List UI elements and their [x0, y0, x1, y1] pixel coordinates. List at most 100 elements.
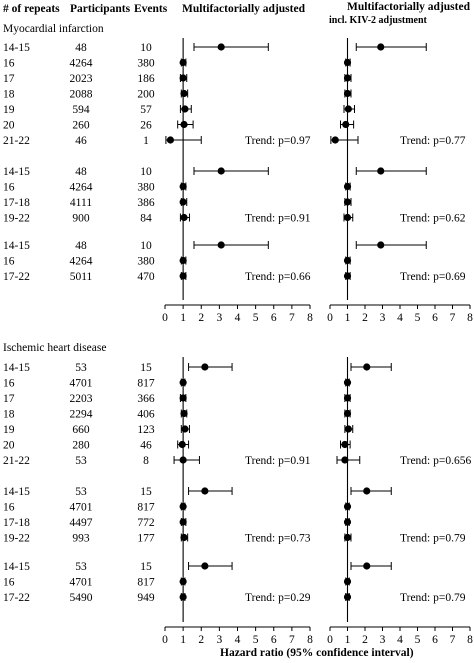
row-repeats: 14-15: [3, 362, 30, 374]
row-participants: 2023: [70, 73, 93, 85]
trend-label: Trend: p=0.73: [245, 533, 311, 545]
row-repeats: 17-18: [3, 517, 30, 529]
hazard-ratio-point: [217, 241, 225, 249]
hazard-ratio-point: [343, 198, 352, 206]
hazard-ratio-point: [180, 533, 188, 542]
row-events: 46: [140, 440, 152, 452]
hazard-ratio-point: [343, 256, 352, 265]
row-events: 10: [140, 42, 152, 54]
hazard-ratio-point: [179, 577, 187, 586]
row-repeats: 16: [3, 256, 15, 268]
header-panel1: Multifactorially adjusted: [182, 3, 306, 15]
x-tick-label: 7: [289, 634, 295, 646]
x-tick-label: 3: [380, 312, 386, 324]
row-participants: 4701: [70, 378, 93, 390]
trend-label: Trend: p=0.77: [400, 135, 466, 147]
row-repeats: 19-22: [3, 533, 30, 545]
row-repeats: 17: [3, 73, 15, 85]
row-repeats: 21-22: [3, 135, 30, 147]
x-tick-label: 6: [271, 634, 277, 646]
x-tick-label: 8: [307, 634, 313, 646]
header-events: Events: [134, 3, 168, 15]
x-tick-label: 8: [307, 312, 313, 324]
hazard-ratio-point: [180, 120, 188, 129]
x-tick-label: 0: [327, 634, 333, 646]
trend-label: Trend: p=0.97: [245, 135, 311, 147]
row-events: 817: [137, 577, 155, 589]
trend-label: Trend: p=0.66: [245, 271, 311, 283]
row-repeats: 17: [3, 393, 15, 405]
hazard-ratio-point: [343, 89, 352, 98]
trend-label: Trend: p=0.29: [245, 592, 311, 604]
x-tick-label: 0: [162, 634, 168, 646]
hazard-ratio-point: [343, 533, 352, 542]
hazard-ratio-point: [343, 182, 352, 191]
hazard-ratio-point: [179, 272, 187, 280]
row-events: 57: [140, 104, 152, 116]
trend-label: Trend: p=0.69: [400, 271, 466, 283]
x-tick-label: 3: [217, 634, 223, 646]
row-events: 123: [137, 424, 155, 436]
row-participants: 4264: [70, 182, 93, 194]
x-tick-label: 5: [415, 634, 421, 646]
row-events: 772: [137, 517, 155, 529]
x-tick-label: 4: [397, 634, 403, 646]
hazard-ratio-point: [343, 577, 352, 586]
row-events: 817: [137, 502, 155, 514]
row-repeats: 14-15: [3, 166, 30, 178]
x-tick-label: 3: [380, 634, 386, 646]
hazard-ratio-point: [377, 241, 385, 249]
hazard-ratio-point: [180, 213, 188, 222]
row-events: 470: [137, 271, 155, 283]
row-participants: 2294: [70, 409, 93, 421]
hazard-ratio-point: [341, 456, 349, 464]
hazard-ratio-point: [201, 562, 209, 570]
x-tick-label: 8: [467, 634, 473, 646]
row-events: 186: [137, 73, 155, 85]
x-tick-label: 2: [362, 312, 368, 324]
header-panel2-line2: incl. KIV-2 adjustment: [329, 15, 428, 26]
row-repeats: 14-15: [3, 240, 30, 252]
x-tick-label: 6: [432, 312, 438, 324]
row-events: 200: [137, 89, 155, 101]
hazard-ratio-point: [201, 487, 209, 495]
row-repeats: 19-22: [3, 213, 30, 225]
hazard-ratio-point: [179, 256, 187, 265]
hazard-ratio-point: [179, 456, 187, 464]
hazard-ratio-point: [166, 136, 175, 144]
trend-label: Trend: p=0.656: [400, 455, 471, 467]
outcome-title: Ischemic heart disease: [3, 342, 106, 354]
hazard-ratio-point: [201, 363, 209, 371]
trend-label: Trend: p=0.79: [400, 533, 466, 545]
row-repeats: 18: [3, 409, 15, 421]
row-events: 366: [137, 393, 155, 405]
hazard-ratio-point: [181, 425, 189, 433]
row-events: 386: [137, 197, 155, 209]
hazard-ratio-point: [343, 593, 352, 601]
row-events: 817: [137, 378, 155, 390]
hazard-ratio-point: [331, 136, 339, 144]
row-participants: 594: [72, 104, 90, 116]
x-tick-label: 1: [180, 634, 186, 646]
row-participants: 2088: [70, 89, 93, 101]
row-repeats: 14-15: [3, 561, 30, 573]
row-participants: 4111: [70, 197, 92, 209]
hazard-ratio-point: [179, 593, 187, 601]
x-tick-label: 5: [415, 312, 421, 324]
row-repeats: 16: [3, 502, 15, 514]
hazard-ratio-point: [363, 363, 371, 371]
x-tick-label: 6: [271, 312, 277, 324]
row-repeats: 19: [3, 104, 15, 116]
row-events: 15: [140, 486, 152, 498]
row-participants: 48: [75, 240, 87, 252]
row-participants: 260: [72, 120, 90, 132]
outcome-title: Myocardial infarction: [3, 23, 104, 35]
hazard-ratio-point: [179, 518, 187, 526]
row-events: 15: [140, 362, 152, 374]
row-repeats: 20: [3, 440, 15, 452]
trend-label: Trend: p=0.91: [245, 213, 311, 225]
hazard-ratio-point: [180, 89, 188, 98]
row-participants: 4264: [70, 58, 93, 70]
x-tick-label: 0: [327, 312, 333, 324]
